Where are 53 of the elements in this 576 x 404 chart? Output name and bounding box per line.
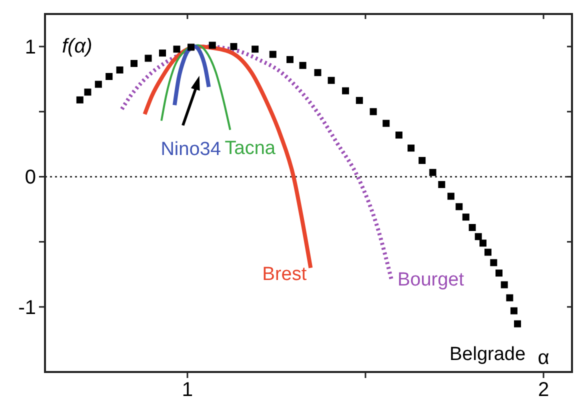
point (456, 203, 463, 210)
line-series (172, 44, 211, 108)
point (130, 60, 138, 67)
point (144, 54, 152, 62)
point (116, 66, 124, 74)
point (447, 192, 454, 200)
point (230, 43, 238, 50)
point (286, 56, 294, 64)
point (356, 96, 363, 104)
series-label: Tacna (224, 138, 276, 159)
point (76, 96, 84, 104)
y-tick-label: -1 (18, 296, 36, 319)
point (468, 224, 476, 231)
point (208, 42, 216, 49)
point (490, 259, 498, 266)
series-label: Belgrade (449, 344, 526, 365)
y-tick-label: 0 (24, 166, 36, 189)
point (496, 270, 503, 277)
series-label: Brest (262, 264, 308, 285)
series-label: Bourget (397, 270, 465, 291)
series-label: Nino34 (160, 138, 222, 160)
point (299, 62, 306, 69)
point (106, 72, 113, 80)
point (370, 108, 377, 116)
point (438, 181, 446, 188)
point (418, 156, 426, 164)
point (84, 88, 92, 96)
point (474, 233, 482, 240)
x-tick-label: 2 (538, 379, 550, 401)
point (408, 144, 415, 152)
point (94, 80, 102, 88)
point (187, 44, 194, 51)
point (506, 294, 514, 302)
point (514, 320, 522, 328)
point (429, 168, 436, 176)
point (314, 69, 322, 76)
point (484, 248, 492, 256)
point (500, 281, 508, 288)
point (462, 214, 470, 221)
point (479, 240, 486, 247)
point (173, 46, 180, 53)
point (510, 307, 518, 314)
point (395, 132, 402, 139)
line-series (160, 44, 232, 131)
point (252, 46, 259, 53)
y-tick-label: 1 (24, 36, 36, 59)
point (159, 50, 166, 57)
point (269, 50, 276, 58)
point (342, 87, 350, 94)
y-axis-title: f(α) (62, 36, 92, 58)
point (328, 76, 335, 84)
point (382, 120, 390, 127)
x-axis-title: α (538, 347, 550, 369)
